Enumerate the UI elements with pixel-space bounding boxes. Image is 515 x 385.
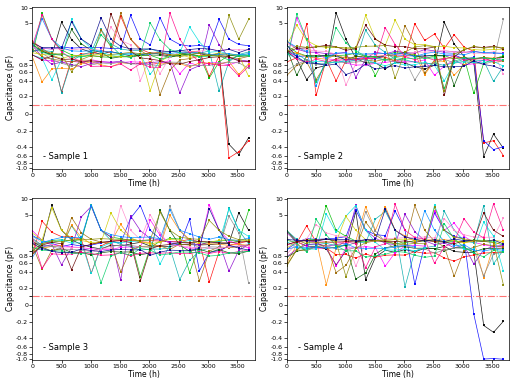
Text: - Sample 1: - Sample 1 (43, 152, 89, 161)
Text: - Sample 3: - Sample 3 (43, 343, 89, 352)
X-axis label: Time (h): Time (h) (128, 179, 160, 188)
X-axis label: Time (h): Time (h) (382, 370, 414, 380)
X-axis label: Time (h): Time (h) (128, 370, 160, 380)
Y-axis label: Capacitance (pF): Capacitance (pF) (6, 55, 14, 120)
Y-axis label: Capacitance (pF): Capacitance (pF) (260, 246, 269, 311)
Y-axis label: Capacitance (pF): Capacitance (pF) (6, 246, 14, 311)
Text: - Sample 4: - Sample 4 (298, 343, 343, 352)
Y-axis label: Capacitance (pF): Capacitance (pF) (260, 55, 269, 120)
X-axis label: Time (h): Time (h) (382, 179, 414, 188)
Text: - Sample 2: - Sample 2 (298, 152, 343, 161)
